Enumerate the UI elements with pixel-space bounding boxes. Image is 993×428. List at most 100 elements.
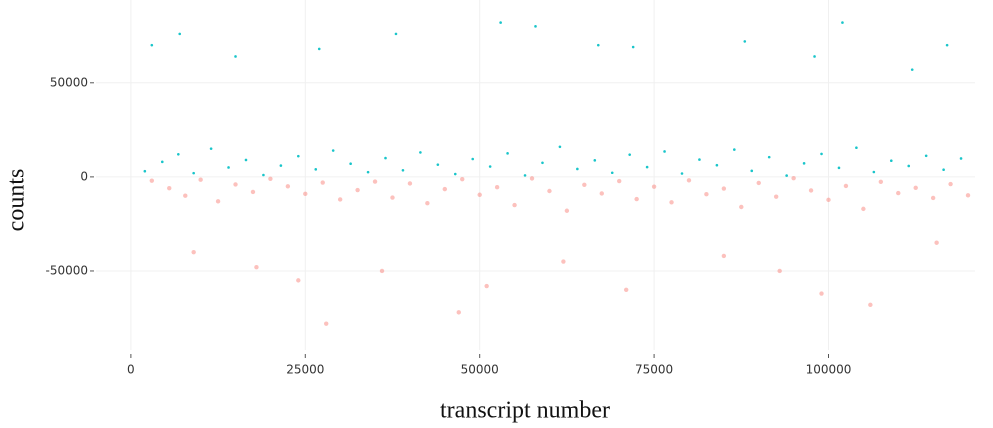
point: [913, 185, 918, 190]
point: [244, 158, 248, 162]
point: [262, 173, 265, 177]
point: [733, 148, 736, 151]
point: [488, 165, 492, 168]
point: [192, 171, 195, 175]
point: [617, 178, 622, 184]
point: [948, 181, 953, 187]
point: [965, 193, 971, 198]
point: [425, 201, 430, 206]
point: [254, 265, 259, 270]
point: [453, 172, 457, 176]
point: [942, 168, 945, 172]
point: [669, 200, 674, 205]
point: [250, 189, 256, 195]
x-tick-label: 75000: [635, 363, 673, 377]
point: [561, 259, 566, 264]
point: [631, 45, 635, 49]
point: [855, 146, 858, 150]
point: [721, 186, 727, 191]
point: [233, 182, 238, 187]
point: [878, 179, 884, 184]
point: [802, 162, 806, 165]
point: [297, 154, 300, 158]
point: [910, 68, 914, 71]
point: [872, 170, 876, 174]
point: [215, 199, 221, 204]
point: [191, 249, 196, 255]
point: [861, 206, 866, 212]
point: [756, 180, 761, 186]
point: [198, 177, 203, 182]
point: [279, 164, 283, 167]
point: [767, 155, 771, 159]
point: [841, 21, 844, 24]
point: [534, 25, 537, 28]
x-tick-label: 0: [127, 363, 135, 377]
point: [331, 149, 335, 152]
x-tick-label: 25000: [286, 363, 324, 377]
point: [651, 184, 657, 189]
point: [407, 181, 413, 186]
point: [285, 184, 291, 189]
point: [366, 170, 370, 174]
point: [868, 302, 873, 308]
point: [167, 185, 172, 191]
point: [777, 268, 782, 274]
point: [529, 176, 535, 181]
point: [268, 176, 273, 181]
point: [355, 187, 360, 193]
y-axis-title: counts: [4, 169, 30, 232]
point: [494, 185, 500, 190]
point: [456, 310, 461, 315]
point: [837, 166, 841, 170]
point: [820, 152, 823, 156]
point: [934, 240, 939, 245]
point: [558, 145, 562, 149]
point: [471, 157, 475, 161]
point: [499, 21, 502, 24]
point: [739, 204, 744, 210]
point: [610, 171, 614, 175]
point: [506, 152, 509, 155]
point: [484, 283, 489, 289]
point: [634, 196, 639, 202]
point: [743, 40, 747, 43]
point: [576, 167, 579, 171]
point: [160, 160, 164, 164]
point: [324, 321, 329, 326]
point: [819, 291, 824, 296]
point: [843, 183, 849, 189]
point: [813, 55, 816, 58]
point: [314, 168, 318, 171]
point: [704, 191, 709, 197]
point: [209, 147, 213, 150]
point: [177, 153, 180, 156]
point: [372, 179, 378, 184]
point: [512, 202, 517, 208]
point: [183, 193, 188, 198]
point: [523, 174, 527, 177]
point: [628, 153, 631, 156]
point: [698, 158, 701, 161]
point: [945, 43, 949, 47]
point: [394, 32, 398, 36]
point: [547, 188, 552, 194]
point: [959, 157, 963, 160]
point: [419, 151, 422, 154]
point: [477, 192, 482, 197]
point: [379, 268, 385, 274]
point: [384, 156, 387, 160]
point: [317, 47, 321, 51]
point: [349, 162, 352, 166]
y-tick-label: 0: [80, 169, 88, 183]
x-tick-label: 50000: [461, 363, 499, 377]
x-axis-title: transcript number: [440, 398, 610, 424]
y-tick-label: -50000: [45, 263, 88, 277]
point: [599, 191, 604, 196]
point: [442, 186, 448, 192]
point: [541, 161, 544, 165]
point: [582, 182, 587, 187]
point: [593, 159, 597, 162]
point: [808, 188, 814, 193]
